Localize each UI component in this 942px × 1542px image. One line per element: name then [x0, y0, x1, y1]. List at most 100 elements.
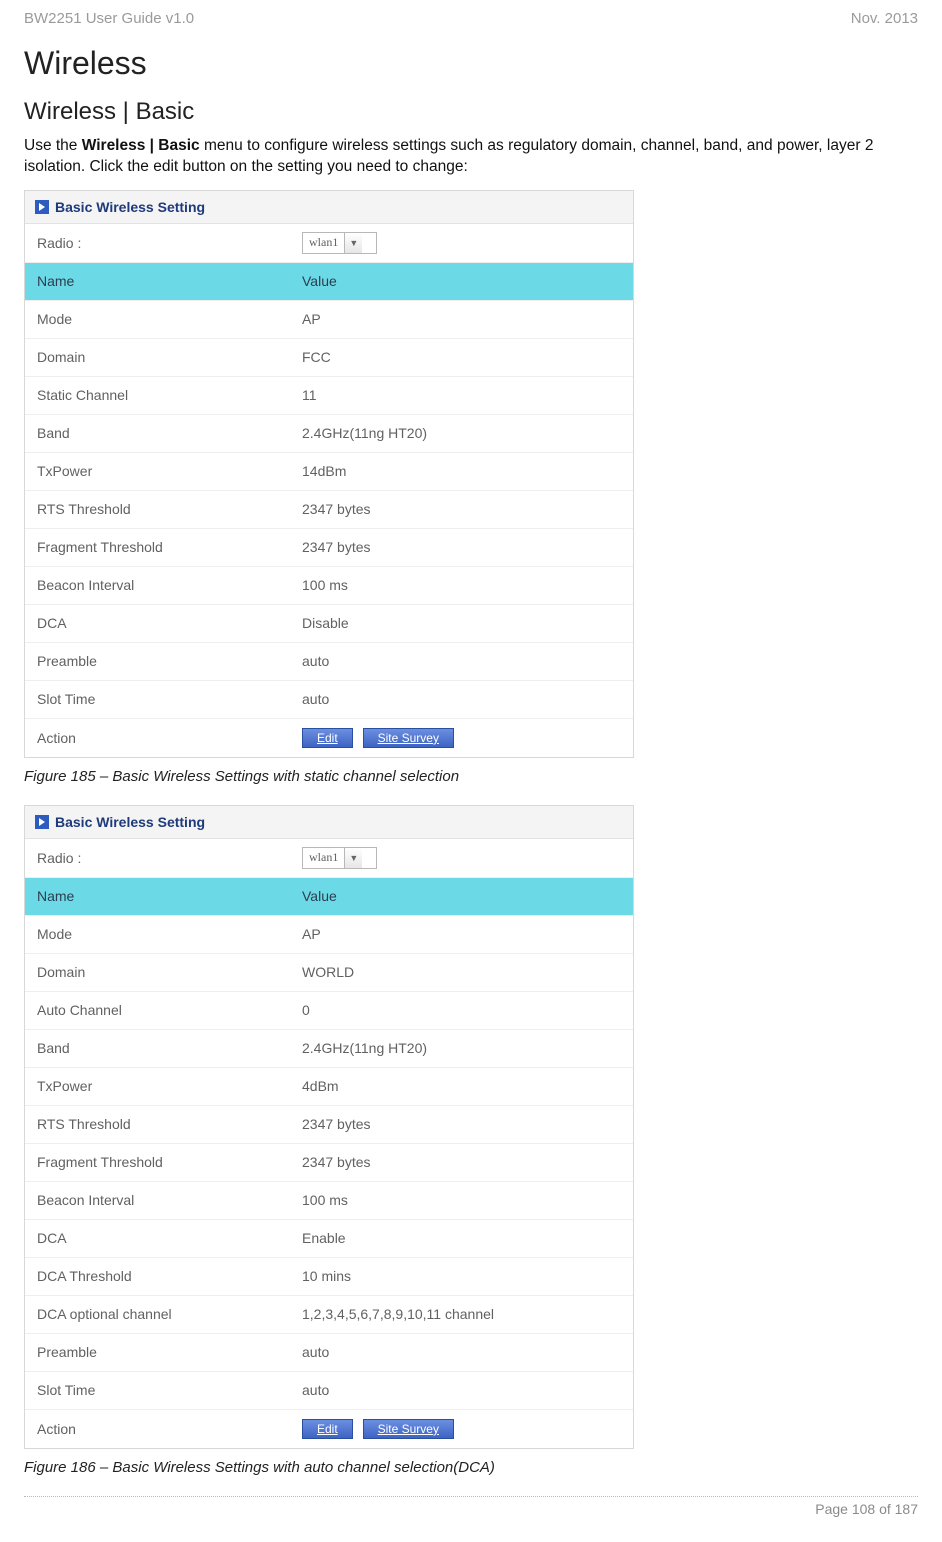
- radio-value-cell: wlan1 ▼: [290, 224, 633, 262]
- table-row: RTS Threshold 2347 bytes: [25, 1106, 633, 1144]
- radio-label: Radio :: [25, 842, 290, 874]
- cell-value: 0: [290, 994, 633, 1026]
- intro-text-bold: Wireless | Basic: [82, 137, 200, 154]
- table-row: Domain WORLD: [25, 954, 633, 992]
- table-row: DCA Disable: [25, 605, 633, 643]
- cell-value: 2.4GHz(11ng HT20): [290, 417, 633, 449]
- figure-caption-186: Figure 186 – Basic Wireless Settings wit…: [24, 1459, 918, 1476]
- col-header-value: Value: [290, 880, 633, 912]
- radio-select[interactable]: wlan1 ▼: [302, 847, 377, 869]
- table-header-row: Name Value: [25, 878, 633, 916]
- radio-select[interactable]: wlan1 ▼: [302, 232, 377, 254]
- action-cell: Edit Site Survey: [290, 720, 633, 756]
- figure-caption-185: Figure 185 – Basic Wireless Settings wit…: [24, 768, 918, 785]
- doc-title-left: BW2251 User Guide v1.0: [24, 10, 194, 27]
- cell-value: Disable: [290, 607, 633, 639]
- table-row: Beacon Interval 100 ms: [25, 1182, 633, 1220]
- table-row: Beacon Interval 100 ms: [25, 567, 633, 605]
- cell-value: FCC: [290, 341, 633, 373]
- cell-value: 2.4GHz(11ng HT20): [290, 1032, 633, 1064]
- arrow-right-icon: [35, 815, 49, 829]
- cell-name: DCA: [25, 607, 290, 639]
- table-row: Mode AP: [25, 301, 633, 339]
- cell-value: 2347 bytes: [290, 531, 633, 563]
- cell-value: Enable: [290, 1222, 633, 1254]
- footer-separator: [24, 1496, 918, 1497]
- cell-name: Band: [25, 417, 290, 449]
- cell-name: Action: [25, 1413, 290, 1445]
- table-row: DCA optional channel 1,2,3,4,5,6,7,8,9,1…: [25, 1296, 633, 1334]
- cell-name: DCA Threshold: [25, 1260, 290, 1292]
- cell-name: Domain: [25, 956, 290, 988]
- radio-label: Radio :: [25, 227, 290, 259]
- wireless-panel-dca: Basic Wireless Setting Radio : wlan1 ▼ N…: [24, 805, 634, 1449]
- edit-button[interactable]: Edit: [302, 1419, 353, 1439]
- cell-value: 2347 bytes: [290, 1146, 633, 1178]
- cell-value: auto: [290, 645, 633, 677]
- arrow-right-icon: [35, 200, 49, 214]
- cell-name: Preamble: [25, 1336, 290, 1368]
- cell-name: Slot Time: [25, 1374, 290, 1406]
- cell-value: 2347 bytes: [290, 1108, 633, 1140]
- table-row: Slot Time auto: [25, 1372, 633, 1410]
- table-header-row: Name Value: [25, 263, 633, 301]
- panel-title-bar: Basic Wireless Setting: [25, 191, 633, 224]
- cell-name: Mode: [25, 918, 290, 950]
- cell-value: auto: [290, 683, 633, 715]
- cell-name: Fragment Threshold: [25, 1146, 290, 1178]
- cell-value: AP: [290, 303, 633, 335]
- cell-name: Preamble: [25, 645, 290, 677]
- cell-name: DCA optional channel: [25, 1298, 290, 1330]
- cell-value: 100 ms: [290, 1184, 633, 1216]
- edit-button[interactable]: Edit: [302, 728, 353, 748]
- subsection-heading: Wireless | Basic: [24, 98, 918, 126]
- table-row: Mode AP: [25, 916, 633, 954]
- cell-name: Fragment Threshold: [25, 531, 290, 563]
- cell-name: Band: [25, 1032, 290, 1064]
- cell-name: Static Channel: [25, 379, 290, 411]
- table-row: Fragment Threshold 2347 bytes: [25, 529, 633, 567]
- action-cell: Edit Site Survey: [290, 1411, 633, 1447]
- radio-row: Radio : wlan1 ▼: [25, 839, 633, 878]
- table-row: TxPower 4dBm: [25, 1068, 633, 1106]
- cell-value: 4dBm: [290, 1070, 633, 1102]
- table-row: TxPower 14dBm: [25, 453, 633, 491]
- intro-paragraph: Use the Wireless | Basic menu to configu…: [24, 136, 918, 178]
- table-row: Auto Channel 0: [25, 992, 633, 1030]
- site-survey-button[interactable]: Site Survey: [363, 1419, 454, 1439]
- document-header: BW2251 User Guide v1.0 Nov. 2013: [24, 10, 918, 27]
- cell-name: DCA: [25, 1222, 290, 1254]
- panel-title-text: Basic Wireless Setting: [55, 199, 205, 215]
- cell-value: 10 mins: [290, 1260, 633, 1292]
- section-heading: Wireless: [24, 45, 918, 82]
- cell-value: 100 ms: [290, 569, 633, 601]
- cell-value: AP: [290, 918, 633, 950]
- cell-name: Beacon Interval: [25, 1184, 290, 1216]
- cell-name: Mode: [25, 303, 290, 335]
- panel-title-text: Basic Wireless Setting: [55, 814, 205, 830]
- radio-value-cell: wlan1 ▼: [290, 839, 633, 877]
- cell-value: auto: [290, 1374, 633, 1406]
- intro-text-pre: Use the: [24, 137, 82, 154]
- cell-name: TxPower: [25, 455, 290, 487]
- radio-row: Radio : wlan1 ▼: [25, 224, 633, 263]
- col-header-name: Name: [25, 265, 290, 297]
- table-row: DCA Threshold 10 mins: [25, 1258, 633, 1296]
- cell-name: Domain: [25, 341, 290, 373]
- table-row: Static Channel 11: [25, 377, 633, 415]
- table-row: Band 2.4GHz(11ng HT20): [25, 1030, 633, 1068]
- site-survey-button[interactable]: Site Survey: [363, 728, 454, 748]
- wireless-panel-static: Basic Wireless Setting Radio : wlan1 ▼ N…: [24, 190, 634, 758]
- cell-name: Action: [25, 722, 290, 754]
- radio-select-value: wlan1: [303, 235, 344, 250]
- cell-value: 14dBm: [290, 455, 633, 487]
- cell-name: Slot Time: [25, 683, 290, 715]
- cell-value: 1,2,3,4,5,6,7,8,9,10,11 channel: [290, 1298, 633, 1330]
- cell-name: TxPower: [25, 1070, 290, 1102]
- table-row: Domain FCC: [25, 339, 633, 377]
- table-row: DCA Enable: [25, 1220, 633, 1258]
- col-header-name: Name: [25, 880, 290, 912]
- cell-value: 2347 bytes: [290, 493, 633, 525]
- doc-title-right: Nov. 2013: [851, 10, 918, 27]
- chevron-down-icon: ▼: [344, 233, 362, 253]
